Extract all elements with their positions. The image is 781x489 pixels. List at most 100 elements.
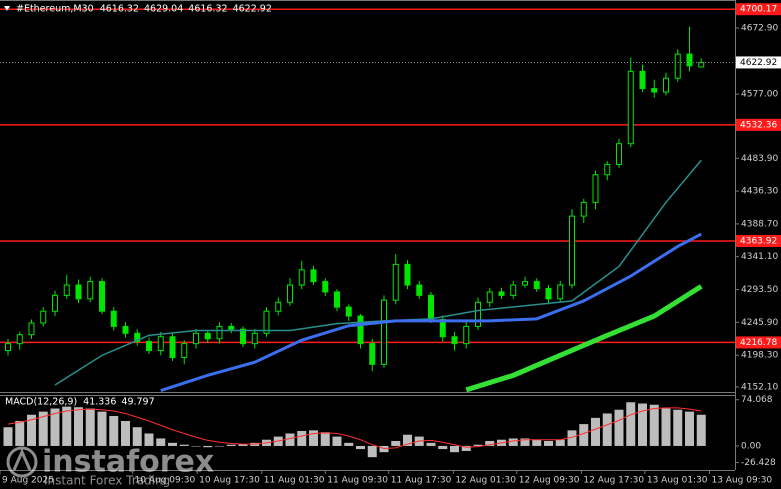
header-value: 41.336: [83, 397, 116, 408]
candle-body: [146, 341, 152, 352]
candle-body: [287, 284, 293, 303]
macd-bar: [450, 445, 459, 453]
macd-bar: [297, 430, 307, 446]
macd-bar: [579, 424, 589, 446]
macd-bar: [461, 445, 471, 451]
macd-bar: [62, 406, 72, 446]
candle-body: [592, 174, 599, 203]
candle-body: [28, 322, 35, 336]
candle-body: [334, 291, 340, 308]
y-tick-label: 4293.50: [741, 285, 778, 295]
candle-body: [5, 343, 11, 352]
macd-bar: [649, 404, 659, 446]
y-tick-label: 4483.90: [741, 154, 778, 164]
candle-body: [392, 263, 399, 301]
candle-body: [251, 332, 258, 345]
macd-bar: [3, 427, 13, 446]
macd-bar: [520, 438, 530, 446]
macd-bar: [156, 438, 166, 446]
plot-area: [0, 8, 735, 458]
macd-bar: [555, 439, 565, 446]
macd-bar: [473, 444, 483, 446]
x-tick-label: 13 Aug 09:30: [711, 476, 772, 486]
watermark-logo: [12, 448, 32, 471]
header-value: 4616.32: [100, 4, 139, 15]
macd-bar: [426, 442, 436, 446]
header-value: 49.797: [121, 397, 154, 408]
x-tick-label: 12 Aug 01:30: [455, 476, 516, 486]
macd-bar: [532, 439, 542, 446]
macd-bar: [15, 420, 25, 446]
x-tick-label: 13 Aug 01:30: [647, 476, 708, 486]
level-label-box: [736, 3, 781, 16]
macd-bar: [203, 445, 213, 448]
macd-bar: [602, 413, 612, 446]
x-tick-label: 11 Aug 01:30: [264, 476, 325, 486]
watermark-logo: [6, 446, 38, 478]
candle-body: [404, 263, 411, 286]
candle-body: [604, 163, 611, 176]
macd-bar: [238, 444, 248, 446]
candle-body: [533, 281, 540, 289]
macd-bar: [685, 411, 694, 446]
candle-body: [674, 53, 681, 79]
candle-body: [322, 281, 329, 293]
candle-body: [357, 315, 364, 345]
level-label-box: [736, 234, 781, 247]
candle-body: [463, 325, 470, 345]
macd-bar: [320, 432, 330, 446]
macd-bar: [438, 445, 448, 450]
macd-bar: [391, 440, 401, 446]
candle-body: [663, 77, 669, 93]
candle-body: [545, 287, 552, 300]
watermark: instaforex Instant Forex Trading: [6, 445, 214, 488]
candle-body: [475, 301, 481, 327]
candle-body: [228, 325, 235, 330]
macd-bar: [191, 445, 201, 447]
candle-body: [639, 70, 646, 90]
collapse-icon: [4, 6, 10, 11]
y-tick-label: 74.068: [741, 395, 773, 405]
y-tick-label: 4672.90: [741, 23, 778, 33]
candle-body: [240, 328, 246, 345]
macd-bar: [27, 414, 36, 446]
level-label-box: [736, 118, 781, 131]
candle-body: [369, 343, 376, 365]
symbol-title: #Ethereum,M30: [16, 4, 94, 15]
macd-bar: [626, 402, 636, 446]
watermark-brand: instaforex: [42, 445, 214, 480]
candle-body: [298, 269, 305, 286]
level-label: 4363.92: [740, 236, 777, 246]
candle-body: [263, 310, 270, 334]
candle-body: [428, 294, 434, 321]
candle-body: [99, 281, 105, 312]
watermark-tagline: Instant Forex Trading: [44, 474, 170, 488]
x-tick-label: 9 Aug 2025: [2, 476, 54, 486]
macd-title: MACD(12,26,9): [5, 397, 77, 408]
candle-body: [451, 336, 458, 345]
macd-bar: [38, 411, 48, 446]
macd-bar: [673, 409, 683, 446]
macd-bar: [661, 408, 671, 446]
price-label-box: [736, 56, 781, 69]
x-tick-label: 12 Aug 09:30: [519, 476, 580, 486]
macd-bar: [309, 430, 318, 446]
macd-bar: [226, 444, 236, 446]
y-tick-label: 4245.90: [741, 318, 778, 328]
candle-body: [40, 310, 47, 324]
candle-body: [193, 332, 199, 345]
macd-bar: [144, 433, 154, 446]
candle-body: [169, 336, 176, 358]
candle-body: [204, 332, 211, 340]
candle-body: [569, 215, 575, 286]
macd-bar: [344, 442, 354, 446]
candle-body: [87, 281, 94, 300]
y-tick-label: 0.00: [741, 441, 761, 451]
macd-bar: [379, 445, 389, 453]
macd-header: MACD(12,26,9) 41.336 49.797: [5, 397, 155, 408]
macd-bar: [74, 407, 83, 446]
macd-bar: [285, 433, 295, 446]
candle-body: [134, 332, 141, 343]
macd-bar: [179, 444, 189, 446]
